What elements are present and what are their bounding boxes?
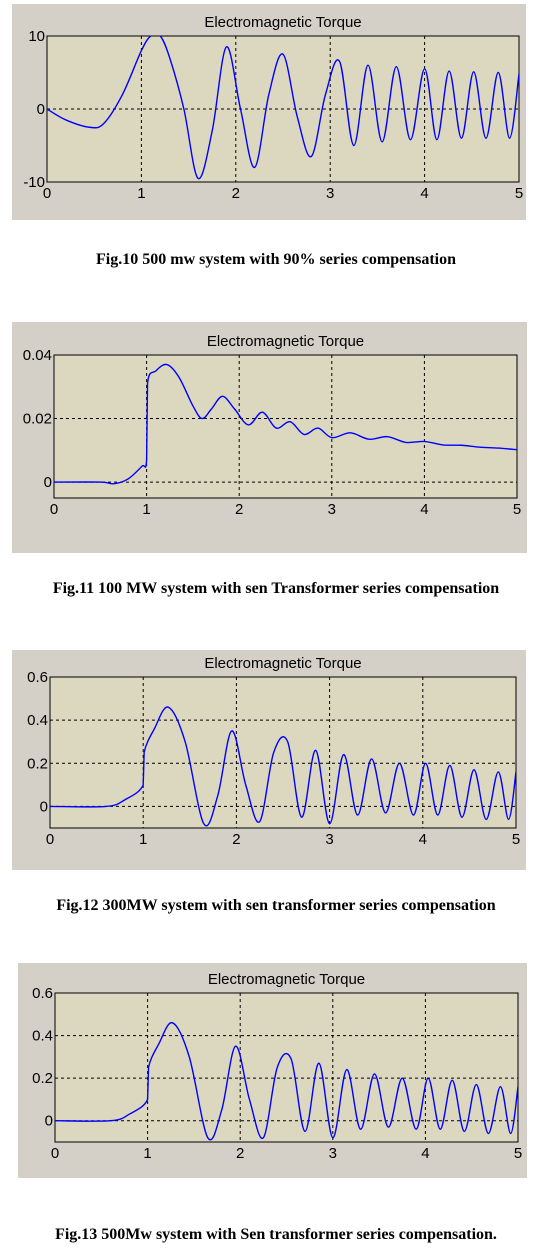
y-tick-label: 0: [40, 798, 48, 815]
chart-panel-4: Electromagnetic Torque 0 1 2 3 4 5 0 0.2 0.4 0.6: [18, 963, 527, 1178]
y-tick-label: 0.4: [32, 1028, 53, 1045]
x-tick-label: 2: [232, 831, 240, 848]
chart-panel-3: Electromagnetic Torque 0 1 2 3 4 5 0 0.2 0.4 0.6: [12, 650, 526, 870]
x-tick-label: 1: [137, 185, 145, 202]
x-tick-label: 4: [419, 831, 427, 848]
chart-svg-2: Electromagnetic Torque 0 1 2 3 4 5 0 0.02 0.04: [23, 333, 521, 518]
y-tick-label: 0.4: [27, 712, 48, 729]
chart-title: Electromagnetic Torque: [204, 14, 361, 31]
x-tick-label: 0: [50, 501, 58, 518]
x-tick-label: 4: [420, 501, 428, 518]
x-tick-label: 2: [236, 1145, 244, 1162]
figure-caption-4: Fig.13 500Mw system with Sen transformer…: [55, 1226, 497, 1243]
chart-title: Electromagnetic Torque: [207, 333, 364, 350]
x-tick-label: 3: [329, 1145, 337, 1162]
chart-svg-3: Electromagnetic Torque 0 1 2 3 4 5 0 0.2 0.4 0.6: [27, 655, 520, 848]
figure-caption-3: Fig.12 300MW system with sen transformer…: [56, 897, 496, 914]
y-tick-label: 0.6: [32, 985, 53, 1002]
series-line: [55, 1022, 518, 1141]
x-tick-label: 1: [142, 501, 150, 518]
chart-title: Electromagnetic Torque: [204, 655, 361, 672]
x-tick-label: 3: [328, 501, 336, 518]
chart-svg-4: Electromagnetic Torque 0 1 2 3 4 5 0 0.2 0.4 0.6: [32, 971, 522, 1162]
plot-area: [53, 354, 518, 499]
y-tick-label: 0: [45, 1113, 53, 1130]
x-tick-label: 2: [232, 185, 240, 202]
x-tick-label: 3: [325, 831, 333, 848]
y-tick-label: -10: [23, 174, 45, 191]
chart-panel-2: Electromagnetic Torque 0 1 2 3 4 5 0 0.02 0.04: [12, 322, 527, 553]
y-tick-label: 0: [37, 101, 45, 118]
y-tick-label: 0.04: [23, 347, 52, 364]
x-tick-label: 5: [513, 501, 521, 518]
x-tick-label: 0: [46, 831, 54, 848]
figure-caption-1: Fig.10 500 mw system with 90% series com…: [96, 251, 456, 268]
x-tick-label: 5: [514, 1145, 522, 1162]
x-tick-label: 4: [420, 185, 428, 202]
series-line: [47, 36, 519, 180]
figure-caption-2: Fig.11 100 MW system with sen Transforme…: [52, 580, 500, 597]
y-tick-label: 0.6: [27, 669, 48, 686]
x-tick-label: 4: [421, 1145, 429, 1162]
y-tick-label: 10: [28, 28, 45, 45]
plot-area: [49, 676, 517, 829]
y-tick-label: 0.02: [23, 411, 52, 428]
series-line: [54, 363, 517, 485]
y-tick-label: 0.2: [32, 1070, 53, 1087]
chart-title: Electromagnetic Torque: [208, 971, 365, 988]
x-tick-label: 0: [51, 1145, 59, 1162]
series-line: [50, 706, 516, 827]
x-tick-label: 3: [326, 185, 334, 202]
x-tick-label: 1: [143, 1145, 151, 1162]
y-tick-label: 0.2: [27, 755, 48, 772]
y-tick-label: 0: [44, 474, 52, 491]
chart-panel-1: Electromagnetic Torque 0 1 2 3 4 5 -10 0 10: [12, 4, 526, 220]
x-tick-label: 5: [512, 831, 520, 848]
x-tick-label: 5: [515, 185, 523, 202]
x-tick-label: 1: [139, 831, 147, 848]
plot-area: [54, 992, 519, 1143]
x-tick-label: 2: [235, 501, 243, 518]
x-tick-label: 0: [43, 185, 51, 202]
